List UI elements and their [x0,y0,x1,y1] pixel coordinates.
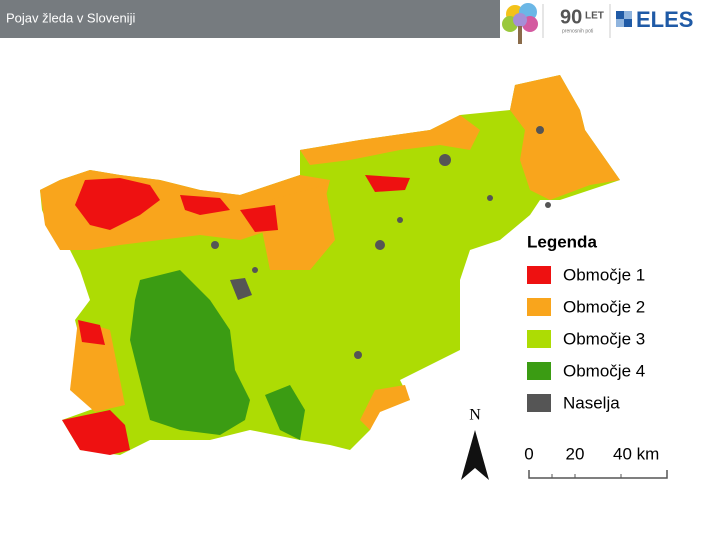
legend-swatch [527,266,551,284]
region-zone-1 [78,320,105,345]
region-zone-2 [510,75,620,200]
map [40,75,620,455]
legend-swatch [527,330,551,348]
scale-label: 20 [566,444,585,463]
legend: Legenda Območje 1 Območje 2 Območje 3 Območ… [527,232,645,412]
region-zone-2 [262,185,335,270]
legend-swatch [527,298,551,316]
legend-label: Območje 1 [563,265,645,284]
region-zone-1 [240,205,278,232]
header-bar [0,0,500,38]
logo-anniversary-suffix: LET [585,11,604,22]
scale-label: 0 [524,444,533,463]
logo-eles-mark [616,11,632,27]
scale-line [528,470,668,479]
region-zone-1 [365,175,410,192]
region-zone-4 [265,385,305,440]
north-arrow [461,430,489,480]
north-label: N [469,407,481,424]
region-zone-2 [300,115,480,165]
legend-title: Legenda [527,232,597,251]
scale-bar: 0 20 40 km [524,444,668,479]
region-zone-1 [62,410,130,455]
logo-anniversary: 90 [560,6,582,28]
legend-label: Območje 2 [563,297,645,316]
region-zone-4 [130,270,250,435]
legend-label: Naselja [563,393,620,412]
legend-label: Območje 4 [563,361,645,380]
scale-label: 40 km [613,444,659,463]
logo-anniversary-caption: prenosnih poti [562,28,593,34]
settlements [211,126,551,359]
region-zone-2 [70,320,125,412]
region-zone-2 [360,385,410,430]
region-zone-1 [180,195,230,215]
legend-swatch [527,394,551,412]
logo-company: ELES [636,7,693,32]
region-zone-1 [75,178,160,230]
header-title: Pojav žleda v Sloveniji [6,10,135,25]
legend-swatch [527,362,551,380]
legend-label: Območje 3 [563,329,645,348]
logo-tree [502,3,538,44]
